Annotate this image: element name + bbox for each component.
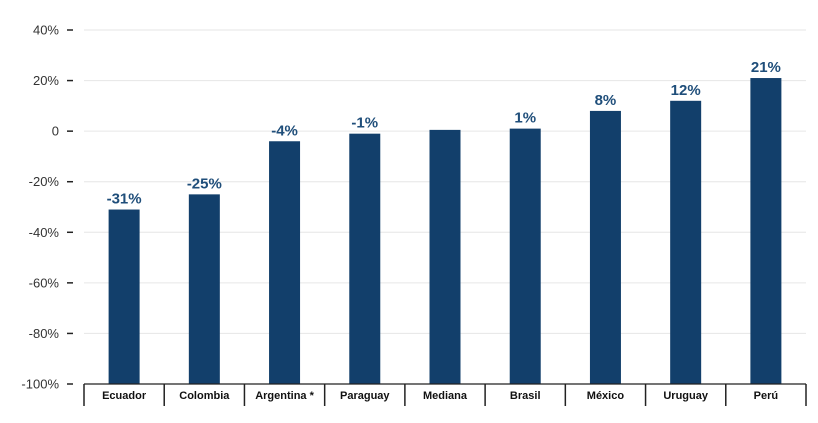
y-tick-label: -80% — [29, 326, 60, 341]
y-tick-label: 40% — [33, 23, 59, 38]
category-label: México — [587, 390, 625, 402]
bar-uruguay — [670, 100, 702, 385]
bar-colombia — [188, 194, 220, 384]
bar-brasil — [509, 128, 541, 384]
y-tick-label: -100% — [21, 377, 59, 392]
data-label: 8% — [595, 92, 617, 109]
y-tick-label: 0 — [52, 124, 59, 139]
y-tick-label: 20% — [33, 73, 59, 88]
category-label: Uruguay — [663, 390, 709, 402]
category-label: Brasil — [510, 390, 541, 402]
category-label: Mediana — [423, 390, 468, 402]
y-tick-label: -40% — [29, 225, 60, 240]
y-tick-label: -60% — [29, 275, 60, 290]
data-label: -4% — [271, 122, 298, 139]
data-label: -25% — [187, 175, 222, 192]
bar-paraguay — [349, 133, 381, 384]
data-label: -1% — [351, 115, 378, 132]
y-axis: 40% 20% 0 -20% -40% -60% -80% -100% — [21, 23, 73, 392]
category-label: Colombia — [179, 390, 230, 402]
bars: -31% -25% -4% -1% 1% 8% 12% 21% — [107, 59, 782, 385]
category-label: Paraguay — [340, 390, 390, 402]
bar-ecuador — [108, 209, 140, 384]
data-label: 1% — [514, 110, 536, 127]
data-label: -31% — [107, 191, 142, 208]
bar-m-xico — [589, 110, 621, 385]
category-label: Argentina * — [255, 390, 314, 402]
y-tick-label: -20% — [29, 174, 60, 189]
bar-argentina — [269, 141, 301, 384]
category-label: Ecuador — [102, 390, 147, 402]
data-label: 12% — [671, 82, 701, 99]
bar-mediana — [429, 129, 461, 384]
category-label: Perú — [754, 390, 778, 402]
data-label: 21% — [751, 59, 781, 76]
bar-per — [750, 78, 782, 385]
x-axis: Ecuador Colombia Argentina * Paraguay Median… — [83, 383, 807, 406]
